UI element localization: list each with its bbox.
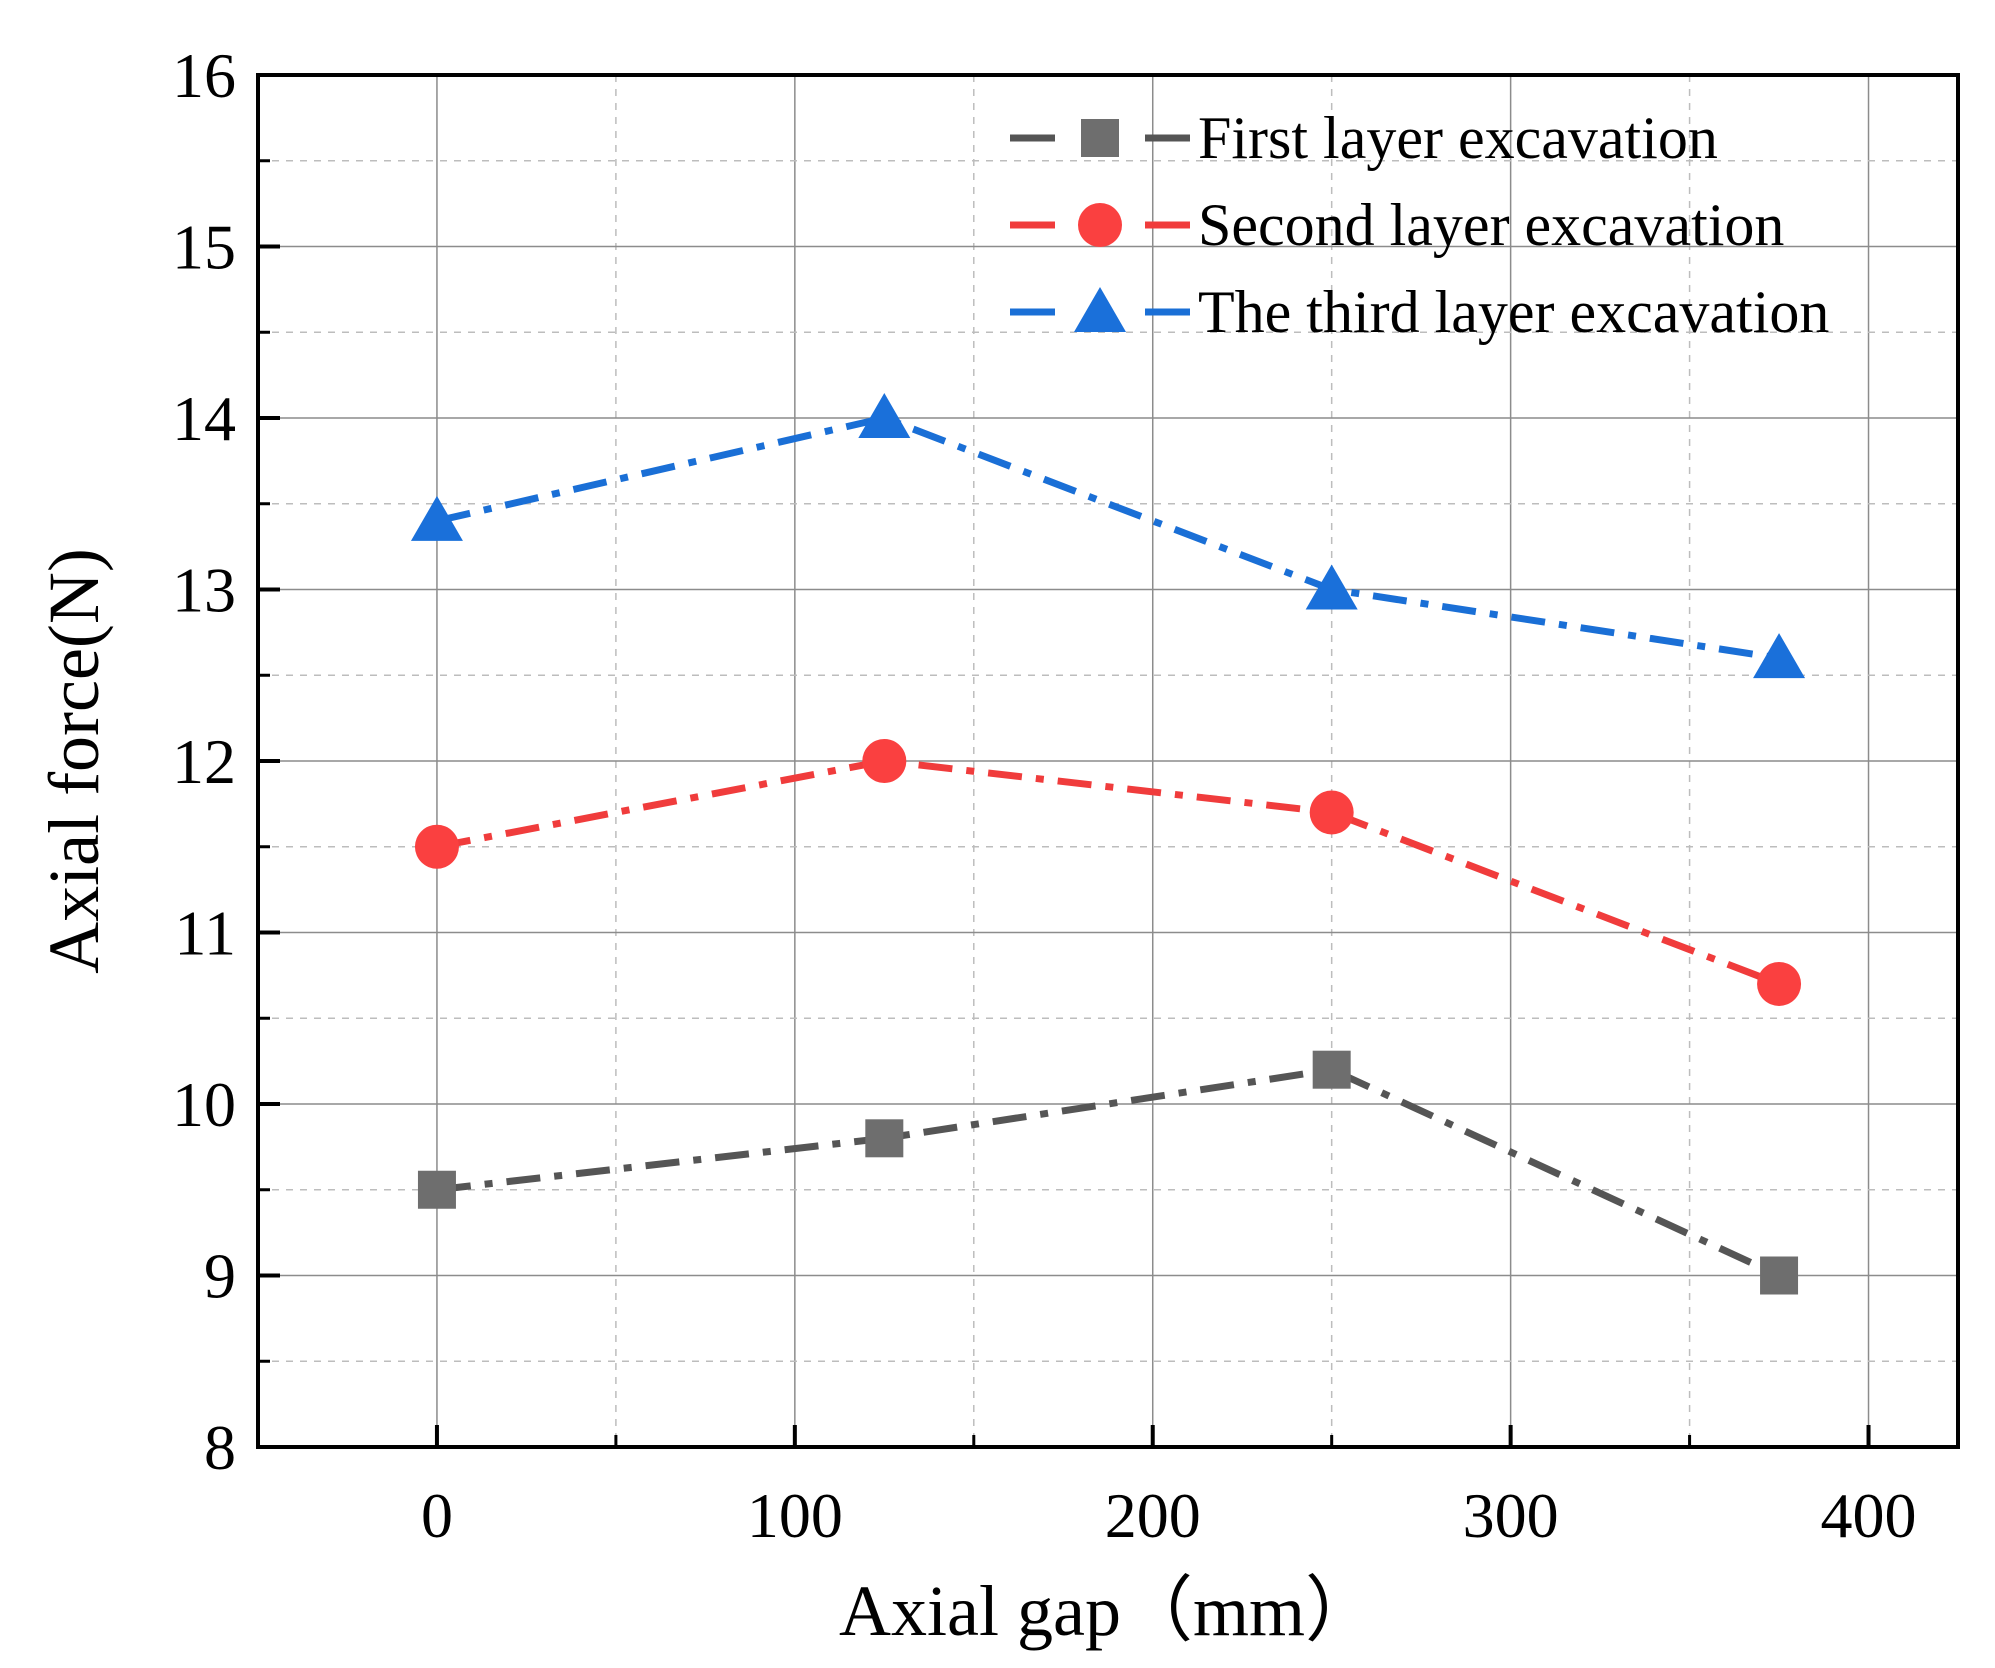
legend-marker-square [1081,119,1119,157]
x-tick-label: 400 [1821,1480,1917,1551]
legend-marker-triangle [1074,287,1126,332]
y-tick-label: 15 [172,212,236,283]
legend-symbol-first-layer [1010,119,1190,157]
data-point-circle [862,739,907,783]
x-axis-title: Axial gap（mm） [839,1571,1377,1651]
grid-lines [258,74,1958,1448]
series-2 [414,739,1802,1006]
data-point-square [865,1119,904,1158]
x-tick-label: 0 [421,1480,453,1551]
legend-label-first-layer: First layer excavation [1198,105,1718,171]
legend-entry-first-layer: First layer excavation [1010,105,1718,171]
series-layer [410,393,1806,1295]
x-tick-label: 200 [1105,1480,1201,1551]
series-1 [417,1050,1799,1295]
data-point-square [1312,1050,1351,1089]
data-point-triangle [1753,633,1806,679]
legend-label-third-layer: The third layer excavation [1198,279,1829,345]
y-tick-label: 9 [204,1241,236,1312]
data-point-triangle [1305,564,1358,610]
axis-ticks [258,73,1871,1449]
data-point-circle [1309,790,1354,835]
legend-entry-second-layer: Second layer excavation [1010,192,1784,258]
data-point-triangle [858,393,911,438]
legend-entry-third-layer: The third layer excavation [1010,279,1829,345]
legend-marker-circle [1078,203,1122,247]
data-point-square [1760,1256,1799,1295]
legend-label-second-layer: Second layer excavation [1198,192,1784,258]
series-line [436,757,1781,988]
y-tick-label: 11 [174,898,236,969]
y-tick-label: 13 [172,555,236,626]
y-tick-label: 12 [172,726,236,797]
tick-labels: 0 100 200 300 400 8 9 10 11 12 13 14 15 16 [172,40,1917,1551]
x-tick-label: 100 [747,1480,843,1551]
series-line [436,414,1780,662]
y-tick-label: 10 [172,1069,236,1140]
legend: First layer excavation Second layer exca… [1010,105,1829,345]
y-axis-title: Axial force(N) [34,548,114,974]
data-point-triangle [410,495,463,541]
legend-symbol-second-layer [1010,203,1190,247]
x-tick-label: 300 [1463,1480,1559,1551]
data-point-circle [1757,961,1802,1006]
legend-symbol-third-layer [1010,287,1190,332]
data-point-circle [414,824,459,869]
y-tick-label: 16 [172,40,236,111]
data-point-square [417,1170,456,1209]
y-tick-label: 14 [172,383,236,454]
series-line [436,1066,1781,1279]
series-3 [410,393,1806,679]
y-tick-label: 8 [204,1412,236,1483]
